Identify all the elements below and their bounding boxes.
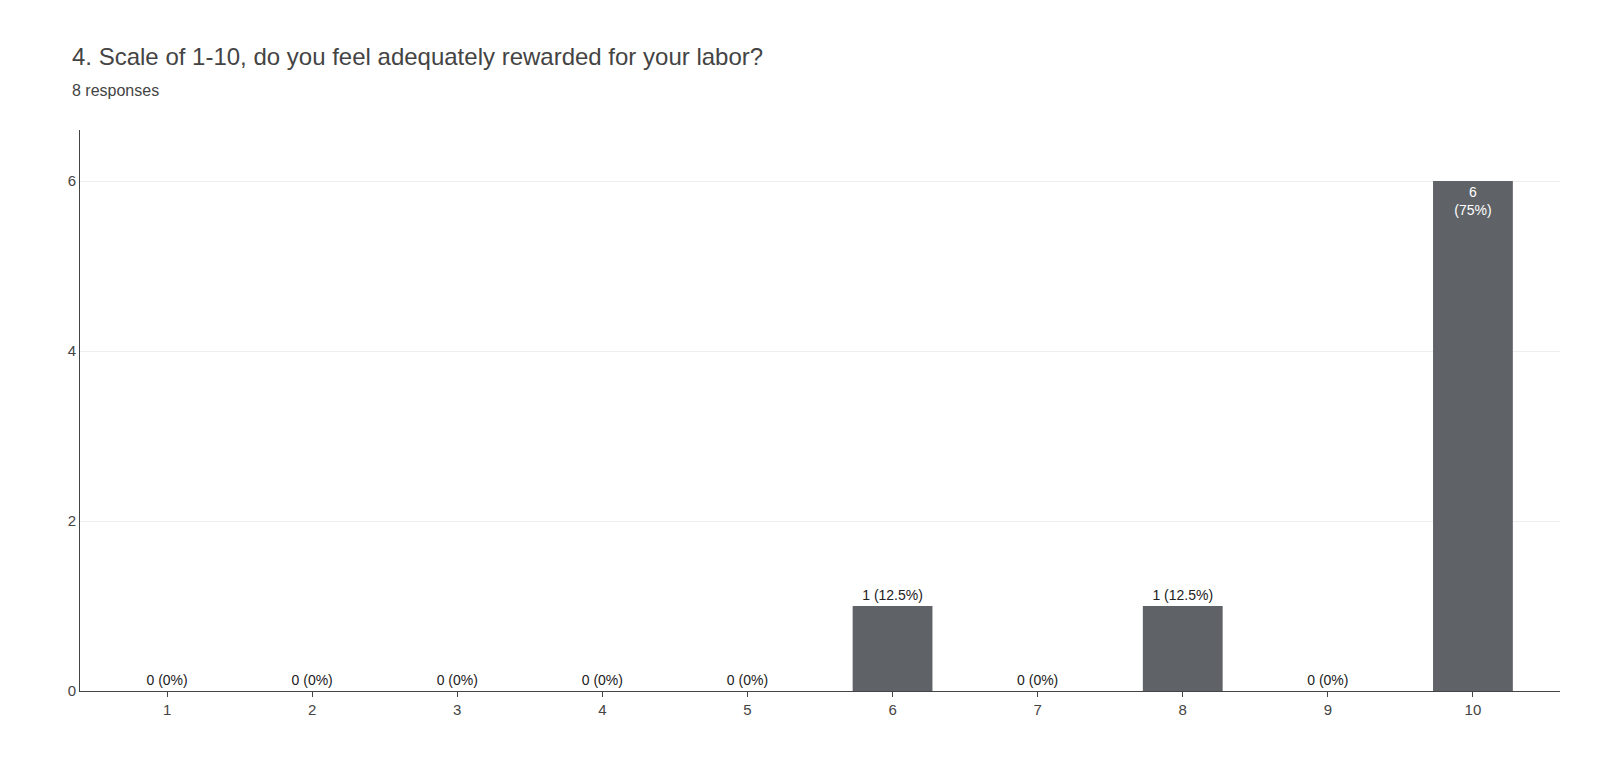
svg-text:8: 8 bbox=[1179, 701, 1187, 718]
svg-text:4: 4 bbox=[68, 342, 76, 359]
svg-text:6: 6 bbox=[888, 701, 896, 718]
svg-text:8 responses: 8 responses bbox=[72, 82, 159, 99]
svg-text:0 (0%): 0 (0%) bbox=[1307, 672, 1348, 688]
svg-text:4: 4 bbox=[598, 701, 606, 718]
svg-text:3: 3 bbox=[453, 701, 461, 718]
svg-text:7: 7 bbox=[1033, 701, 1041, 718]
svg-text:5: 5 bbox=[743, 701, 751, 718]
svg-text:0 (0%): 0 (0%) bbox=[292, 672, 333, 688]
svg-text:9: 9 bbox=[1324, 701, 1332, 718]
svg-text:1 (12.5%): 1 (12.5%) bbox=[1152, 587, 1213, 603]
svg-text:0: 0 bbox=[68, 682, 76, 699]
svg-text:0 (0%): 0 (0%) bbox=[727, 672, 768, 688]
svg-text:4. Scale of 1-10, do you feel: 4. Scale of 1-10, do you feel adequately… bbox=[72, 43, 763, 70]
svg-text:2: 2 bbox=[68, 512, 76, 529]
svg-text:1 (12.5%): 1 (12.5%) bbox=[862, 587, 923, 603]
svg-text:1: 1 bbox=[163, 701, 171, 718]
svg-text:2: 2 bbox=[308, 701, 316, 718]
svg-text:0 (0%): 0 (0%) bbox=[437, 672, 478, 688]
svg-text:0 (0%): 0 (0%) bbox=[1017, 672, 1058, 688]
svg-text:6: 6 bbox=[68, 172, 76, 189]
svg-text:0 (0%): 0 (0%) bbox=[146, 672, 187, 688]
svg-text:0 (0%): 0 (0%) bbox=[582, 672, 623, 688]
svg-text:6(75%): 6(75%) bbox=[1454, 184, 1491, 218]
svg-text:10: 10 bbox=[1465, 701, 1482, 718]
